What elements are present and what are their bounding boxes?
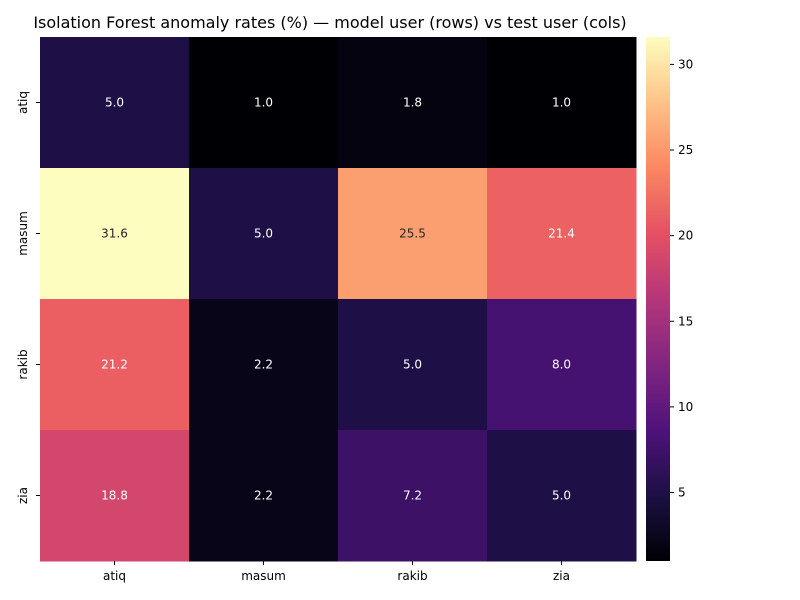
x-axis: atiq masum rakib zia: [103, 561, 570, 583]
heatmap-cell: [338, 37, 488, 169]
cell-value-label: 1.0: [552, 96, 571, 110]
cell-value-label: 5.0: [254, 227, 273, 241]
x-tick-label: masum: [241, 569, 286, 583]
colorbar-tick-label: 20: [678, 229, 693, 243]
heatmap-cell: [40, 37, 190, 169]
heatmap-cell: [338, 430, 488, 562]
x-tick-label: zia: [553, 569, 570, 583]
heatmap-cell: [189, 299, 339, 431]
colorbar-tick-label: 15: [678, 314, 693, 328]
heatmap-cell: [40, 430, 190, 562]
colorbar-gradient: [646, 37, 670, 561]
cell-value-label: 21.4: [548, 227, 575, 241]
x-tick-label: atiq: [103, 569, 126, 583]
heatmap-cell: [189, 430, 339, 562]
y-tick-label: atiq: [16, 91, 30, 114]
heatmap-cell: [338, 168, 488, 300]
colorbar-tick-label: 25: [678, 143, 693, 157]
heatmap-cell: [487, 430, 637, 562]
cell-value-label: 1.0: [254, 96, 273, 110]
colorbar-tick-label: 10: [678, 400, 693, 414]
colorbar: 5 10 15 20 25 30: [646, 37, 693, 561]
cell-value-label: 5.0: [552, 489, 571, 503]
chart-title: Isolation Forest anomaly rates (%) — mod…: [33, 13, 626, 32]
heatmap-cells: 5.0 1.0 1.8 1.0 31.6 5.0 25.5 21.4 21.2 2.2 5.0 8.0…: [40, 37, 637, 562]
cell-value-label: 2.2: [254, 358, 273, 372]
y-axis: atiq masum rakib zia: [16, 91, 40, 504]
heatmap-cell: [487, 299, 637, 431]
heatmap-cell: [40, 299, 190, 431]
colorbar-tick-label: 5: [678, 486, 686, 500]
y-tick-label: zia: [16, 487, 30, 504]
heatmap-cell: [40, 168, 190, 300]
cell-value-label: 7.2: [403, 489, 422, 503]
heatmap-cell: [487, 168, 637, 300]
cell-value-label: 21.2: [101, 358, 128, 372]
cell-value-label: 8.0: [552, 358, 571, 372]
heatmap-cell: [338, 299, 488, 431]
y-tick-label: rakib: [16, 349, 30, 379]
cell-value-label: 25.5: [399, 227, 426, 241]
heatmap-cell: [189, 37, 339, 169]
heatmap-cell: [189, 168, 339, 300]
y-tick-label: masum: [16, 211, 30, 256]
cell-value-label: 2.2: [254, 489, 273, 503]
heatmap-cell: [487, 37, 637, 169]
cell-value-label: 1.8: [403, 96, 422, 110]
colorbar-tick-label: 30: [678, 57, 693, 71]
cell-value-label: 5.0: [105, 96, 124, 110]
x-tick-label: rakib: [397, 569, 427, 583]
cell-value-label: 18.8: [101, 489, 128, 503]
cell-value-label: 31.6: [101, 227, 128, 241]
cell-value-label: 5.0: [403, 358, 422, 372]
